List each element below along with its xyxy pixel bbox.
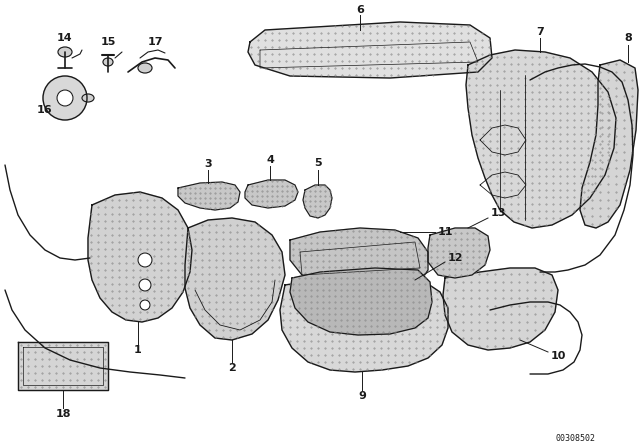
Text: 3: 3 (204, 159, 212, 169)
Text: 17: 17 (147, 37, 163, 47)
Ellipse shape (58, 47, 72, 57)
Polygon shape (88, 192, 192, 322)
Polygon shape (290, 228, 428, 294)
Text: 13: 13 (490, 208, 506, 218)
Polygon shape (580, 60, 638, 228)
Text: 8: 8 (624, 33, 632, 43)
Text: 1: 1 (134, 345, 142, 355)
Text: 15: 15 (100, 37, 116, 47)
Text: 7: 7 (536, 27, 544, 37)
Ellipse shape (103, 58, 113, 66)
Text: 4: 4 (266, 155, 274, 165)
Circle shape (138, 253, 152, 267)
Text: 5: 5 (314, 158, 322, 168)
Text: 2: 2 (228, 363, 236, 373)
Text: 12: 12 (447, 253, 463, 263)
Circle shape (139, 279, 151, 291)
Circle shape (140, 300, 150, 310)
Polygon shape (290, 268, 432, 335)
Polygon shape (303, 185, 332, 218)
Circle shape (43, 76, 87, 120)
Polygon shape (18, 342, 108, 390)
Polygon shape (248, 22, 492, 78)
Ellipse shape (138, 63, 152, 73)
Polygon shape (443, 268, 558, 350)
Text: 14: 14 (57, 33, 73, 43)
Text: 16: 16 (37, 105, 53, 115)
Polygon shape (185, 218, 285, 340)
Circle shape (57, 90, 73, 106)
Polygon shape (466, 50, 616, 228)
Polygon shape (178, 182, 240, 210)
Polygon shape (428, 228, 490, 278)
Text: 6: 6 (356, 5, 364, 15)
Polygon shape (245, 180, 298, 208)
Ellipse shape (82, 94, 94, 102)
Text: 18: 18 (55, 409, 71, 419)
Text: 00308502: 00308502 (555, 434, 595, 443)
Text: 10: 10 (550, 351, 566, 361)
Text: 9: 9 (358, 391, 366, 401)
Text: 11: 11 (437, 227, 452, 237)
Polygon shape (280, 276, 448, 372)
